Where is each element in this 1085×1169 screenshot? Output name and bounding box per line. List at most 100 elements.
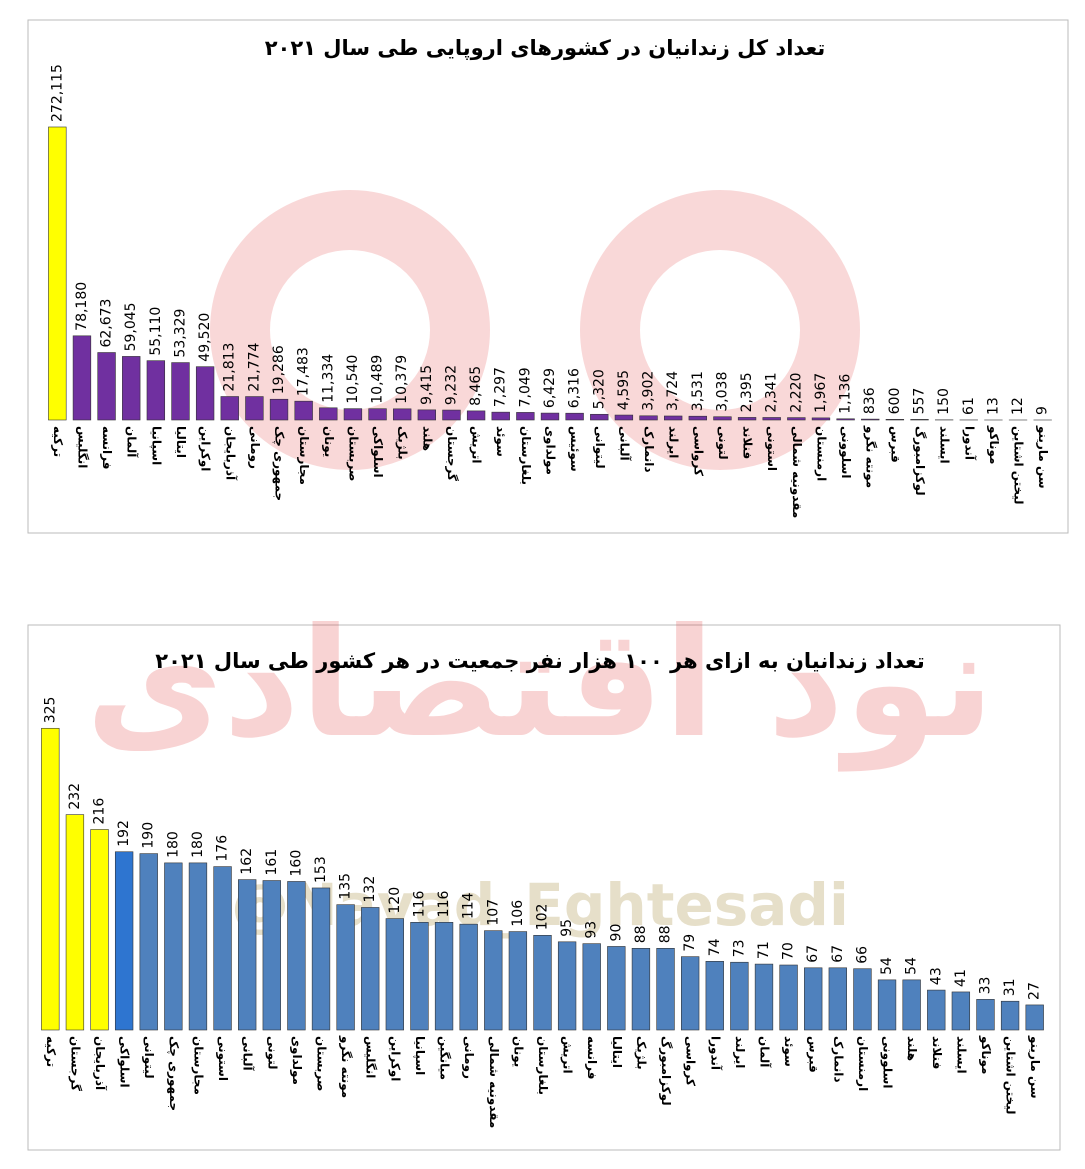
bar [336, 904, 355, 1031]
value-label: 73 [731, 939, 747, 957]
value-label: 62,673 [99, 299, 115, 348]
bar [664, 415, 683, 421]
x-tick-label: کرواسی [690, 426, 705, 476]
bar [48, 126, 67, 421]
value-label: 216 [92, 798, 108, 825]
value-label: 93 [584, 921, 600, 939]
bar [540, 412, 560, 421]
value-label: 70 [781, 942, 797, 960]
value-label: 3,531 [690, 371, 706, 411]
bar [680, 956, 700, 1031]
value-label: 41 [953, 969, 969, 987]
x-tick-label: جمهوری چک [166, 1036, 181, 1111]
bar [361, 907, 380, 1031]
value-label: 43 [928, 967, 944, 985]
bar [737, 417, 757, 421]
bar [220, 396, 239, 421]
value-label: 67 [805, 945, 821, 963]
bar [466, 410, 486, 421]
bar [1025, 1004, 1044, 1031]
bar [590, 413, 609, 421]
value-label: 116 [411, 890, 427, 917]
bar [713, 416, 732, 421]
x-tick-label: بلغارستان [519, 426, 533, 485]
value-label: 79 [682, 934, 698, 952]
x-tick-label: ایسلند [954, 1036, 968, 1074]
bar [762, 417, 781, 421]
bar [417, 409, 436, 421]
value-label: 120 [387, 887, 403, 914]
value-label: 160 [288, 850, 304, 877]
x-tick-label: انگلیس [75, 426, 89, 468]
x-tick-label: استونی [215, 1036, 230, 1081]
x-tick-label: صربستان [315, 1036, 329, 1091]
value-label: 10,489 [370, 355, 386, 404]
value-label: 9,232 [443, 365, 459, 405]
value-label: 12 [1010, 397, 1026, 415]
x-tick-label: آذربایجان [93, 1036, 108, 1091]
value-label: 2,341 [764, 372, 780, 412]
bar [508, 931, 528, 1031]
x-tick-label: قبرس [807, 1036, 821, 1073]
value-label: 71 [756, 941, 772, 959]
value-label: 11,334 [320, 354, 336, 403]
x-tick-label: لیختن اشتاین [1012, 426, 1026, 505]
bar [262, 880, 281, 1031]
value-label: 54 [904, 957, 920, 975]
x-tick-label: اتریش [561, 1036, 575, 1074]
x-tick-label: موناکو [986, 425, 1001, 464]
value-label: 31 [1002, 978, 1018, 996]
value-label: 6,429 [542, 368, 558, 408]
x-tick-label: بلژیک [634, 1036, 648, 1070]
bar [516, 412, 535, 421]
chart-title: تعداد زندانیان به ازای هر ۱۰۰ هزار نفر ج… [155, 649, 924, 673]
bar [385, 918, 405, 1031]
bar [533, 935, 552, 1031]
value-label: 88 [658, 925, 674, 943]
value-label: 78,180 [74, 282, 90, 331]
bar [853, 968, 872, 1031]
x-tick-label: آلبانی [617, 426, 632, 462]
bar [927, 989, 946, 1031]
value-label: 66 [854, 946, 870, 964]
bar [245, 396, 264, 421]
bar [122, 356, 141, 421]
x-tick-label: موناکو [978, 1035, 993, 1074]
value-label: 132 [362, 876, 378, 903]
x-tick-label: مونته نگرو [338, 1035, 353, 1098]
bar [877, 979, 897, 1031]
value-label: 325 [42, 697, 58, 724]
bar [459, 923, 478, 1031]
value-label: 54 [879, 957, 895, 975]
value-label: 107 [485, 899, 501, 926]
x-tick-label: ارمنستان [856, 1036, 870, 1091]
value-label: 161 [264, 849, 280, 876]
bar [557, 941, 577, 1031]
value-label: 67 [830, 945, 846, 963]
value-label: 176 [215, 835, 231, 862]
value-label: 150 [936, 388, 952, 415]
x-tick-label: ایرلند [733, 1036, 747, 1068]
x-tick-label: فنلاند [930, 1036, 944, 1069]
bar [688, 415, 707, 421]
x-tick-label: فنلاند [741, 426, 755, 459]
x-tick-label: یونان [510, 1036, 525, 1067]
x-tick-label: آلمان [757, 1036, 772, 1068]
value-label: 55,110 [148, 307, 164, 356]
x-tick-label: اسپانیا [149, 426, 163, 465]
x-tick-label: مونته نگرو [863, 425, 878, 488]
x-tick-label: بلغارستان [536, 1036, 550, 1095]
value-label: 2,395 [739, 372, 755, 412]
bar [287, 881, 306, 1031]
bar [614, 414, 634, 421]
x-tick-label: رومانی [461, 1036, 476, 1079]
x-tick-label: مقدونیه شمالی [486, 1036, 501, 1128]
value-label: 13 [985, 397, 1001, 415]
bar [238, 879, 257, 1031]
bar [491, 411, 510, 421]
value-label: 557 [912, 388, 928, 415]
bar [582, 943, 601, 1031]
x-tick-label: لیتوانی [592, 426, 607, 469]
x-tick-label: مقدونیه شمالی [789, 426, 804, 518]
